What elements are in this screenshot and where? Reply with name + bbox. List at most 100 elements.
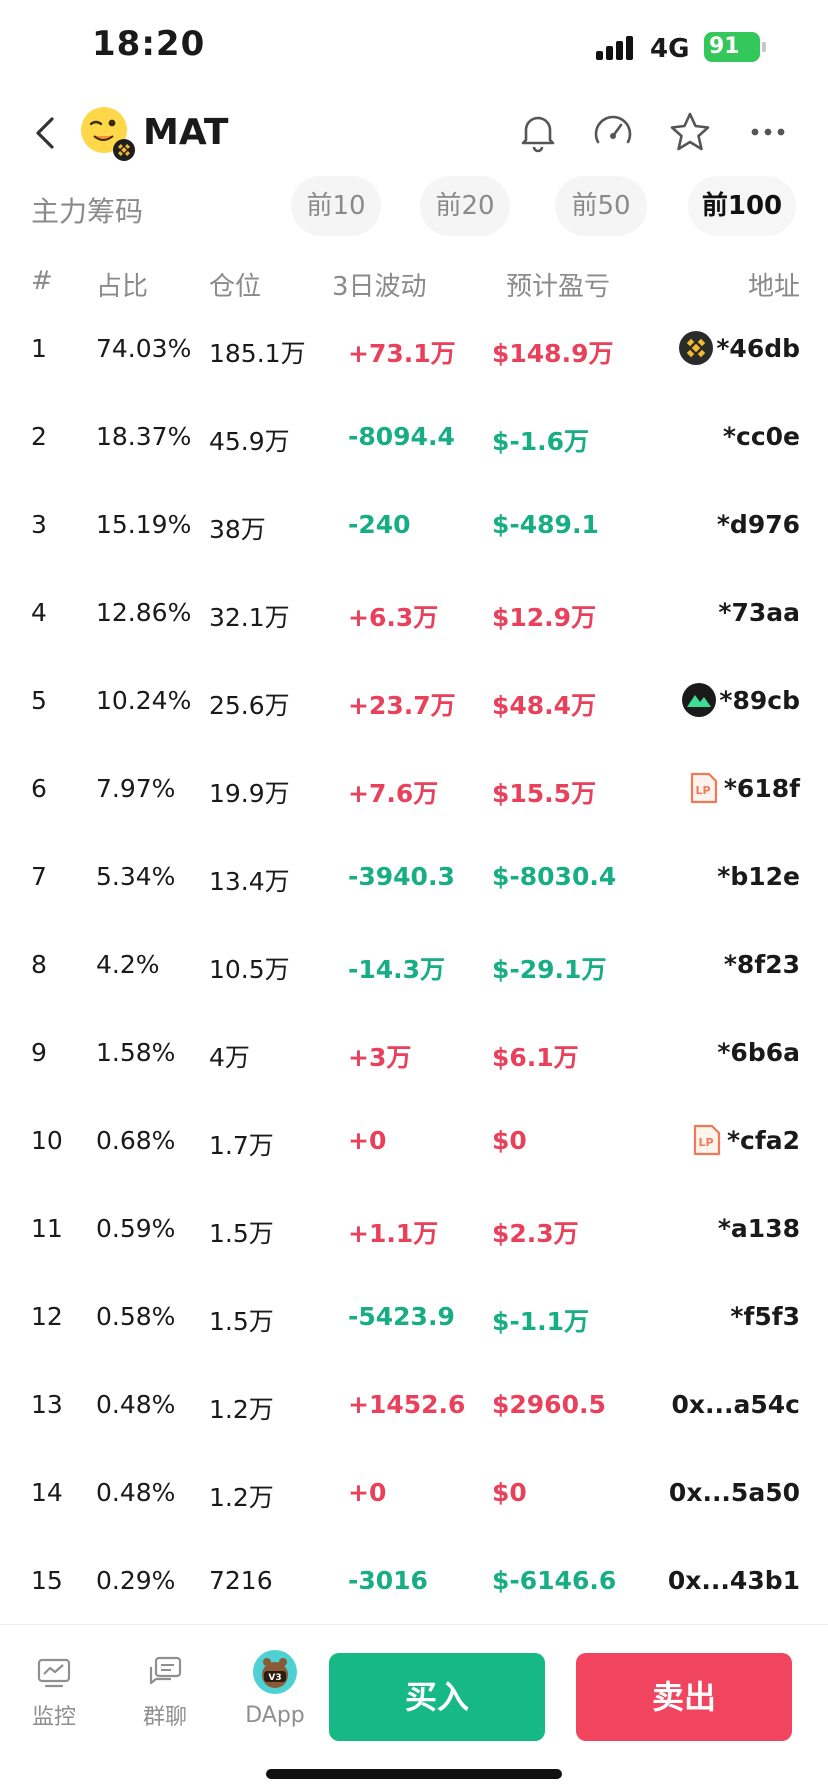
row-address[interactable]: 0x...a54c	[672, 1384, 801, 1424]
row-position: 1.7万	[209, 1131, 274, 1160]
table-row[interactable]: 15 0.29% 7216 -3016 $-6146.6 0x...43b1	[0, 1538, 828, 1626]
row-wave: +0	[348, 1126, 387, 1155]
row-position: 1.5万	[209, 1307, 274, 1336]
row-position: 13.4万	[209, 867, 290, 896]
row-share: 74.03%	[96, 334, 192, 363]
table-row[interactable]: 9 1.58% 4万 +3万 $6.1万 *6b6a	[0, 1010, 828, 1098]
row-pnl: $-1.1万	[492, 1307, 590, 1336]
row-address[interactable]: *cc0e	[723, 416, 800, 456]
buy-button[interactable]: 买入	[329, 1653, 545, 1741]
table-row[interactable]: 11 0.59% 1.5万 +1.1万 $2.3万 *a138	[0, 1186, 828, 1274]
row-wave: +1452.6	[348, 1390, 466, 1419]
row-share: 0.58%	[96, 1302, 176, 1331]
bottom-bar: 监控 群聊 V3 DApp 买入 卖出	[0, 1624, 828, 1792]
row-share: 18.37%	[96, 422, 192, 451]
row-share: 0.29%	[96, 1566, 176, 1595]
row-address[interactable]: 0x...43b1	[668, 1560, 800, 1600]
row-position: 7216	[209, 1566, 273, 1595]
binance-icon	[679, 331, 714, 365]
table-row[interactable]: 12 0.58% 1.5万 -5423.9 $-1.1万 *f5f3	[0, 1274, 828, 1362]
star-icon[interactable]	[666, 108, 714, 156]
row-address-text: *a138	[717, 1213, 800, 1243]
row-address-text: *8f23	[723, 949, 800, 979]
row-position: 185.1万	[209, 339, 306, 368]
row-share: 5.34%	[96, 862, 176, 891]
table-row[interactable]: 5 10.24% 25.6万 +23.7万 $48.4万 *89cb	[0, 658, 828, 746]
row-share: 10.24%	[96, 686, 192, 715]
row-index: 12	[31, 1302, 63, 1331]
table-row[interactable]: 8 4.2% 10.5万 -14.3万 $-29.1万 *8f23	[0, 922, 828, 1010]
row-wave: +6.3万	[348, 603, 439, 632]
header-wave[interactable]: 3日波动	[332, 272, 427, 302]
row-address[interactable]: *a138	[718, 1208, 800, 1248]
row-position: 38万	[209, 515, 266, 544]
row-address-text: *618f	[723, 773, 800, 803]
row-address-text: *d976	[716, 509, 800, 539]
signal-icon	[596, 34, 640, 60]
token-logo-icon	[81, 107, 135, 161]
row-index: 15	[31, 1566, 63, 1595]
row-position: 1.2万	[209, 1395, 274, 1424]
more-icon[interactable]	[744, 108, 792, 156]
row-address-text: *46db	[716, 333, 800, 363]
row-address[interactable]: *6b6a	[717, 1032, 800, 1072]
row-address[interactable]: 0x...5a50	[669, 1472, 800, 1512]
gauge-icon[interactable]	[589, 108, 637, 156]
row-address[interactable]: *73aa	[718, 592, 800, 632]
header-share[interactable]: 占比	[96, 272, 149, 302]
back-icon[interactable]	[26, 112, 66, 154]
table-row[interactable]: 6 7.97% 19.9万 +7.6万 $15.5万 LP *618f	[0, 746, 828, 834]
row-pnl: $0	[492, 1478, 527, 1507]
sell-button[interactable]: 卖出	[576, 1653, 792, 1741]
row-address[interactable]: *b12e	[717, 856, 800, 896]
row-index: 7	[31, 862, 47, 891]
table-row[interactable]: 1 74.03% 185.1万 +73.1万 $148.9万 *46db	[0, 306, 828, 394]
table-row[interactable]: 4 12.86% 32.1万 +6.3万 $12.9万 *73aa	[0, 570, 828, 658]
row-pnl: $148.9万	[492, 339, 614, 368]
row-index: 11	[31, 1214, 63, 1243]
header-pnl[interactable]: 预计盈亏	[506, 272, 611, 302]
range-tab-10[interactable]: 前10	[291, 176, 381, 236]
range-tab-50[interactable]: 前50	[555, 176, 647, 236]
row-wave: +23.7万	[348, 691, 456, 720]
row-pnl: $-29.1万	[492, 955, 607, 984]
row-address[interactable]: *89cb	[681, 680, 800, 720]
row-address-text: *cc0e	[722, 421, 800, 451]
nav-group-chat[interactable]: 群聊	[125, 1655, 205, 1731]
status-bar: 18:20 4G 91	[0, 0, 828, 100]
row-index: 2	[31, 422, 47, 451]
row-share: 0.48%	[96, 1390, 176, 1419]
table-row[interactable]: 14 0.48% 1.2万 +0 $0 0x...5a50	[0, 1450, 828, 1538]
row-address[interactable]: *d976	[717, 504, 800, 544]
section-label: 主力筹码	[31, 195, 144, 228]
row-share: 7.97%	[96, 774, 176, 803]
nav-monitor[interactable]: 监控	[14, 1655, 94, 1731]
header-address: 地址	[747, 272, 800, 302]
home-indicator	[266, 1769, 562, 1779]
row-wave: +3万	[348, 1043, 412, 1072]
row-index: 5	[31, 686, 47, 715]
table-row[interactable]: 13 0.48% 1.2万 +1452.6 $2960.5 0x...a54c	[0, 1362, 828, 1450]
table-header: # 占比 仓位 3日波动 预计盈亏 地址	[0, 258, 828, 302]
row-address-text: *73aa	[718, 597, 800, 627]
nav-dapp[interactable]: V3 DApp	[235, 1649, 315, 1728]
row-address[interactable]: LP *cfa2	[689, 1120, 800, 1160]
row-pnl: $0	[492, 1126, 527, 1155]
row-address[interactable]: *46db	[678, 328, 800, 368]
row-address[interactable]: LP *618f	[686, 768, 800, 808]
table-row[interactable]: 2 18.37% 45.9万 -8094.4 $-1.6万 *cc0e	[0, 394, 828, 482]
header-position[interactable]: 仓位	[209, 272, 262, 302]
row-index: 6	[31, 774, 47, 803]
table-row[interactable]: 7 5.34% 13.4万 -3940.3 $-8030.4 *b12e	[0, 834, 828, 922]
row-address-text: *f5f3	[730, 1301, 800, 1331]
row-index: 3	[31, 510, 47, 539]
dapp-icon: V3	[253, 1650, 297, 1694]
row-address[interactable]: *f5f3	[730, 1296, 800, 1336]
row-address[interactable]: *8f23	[724, 944, 800, 984]
range-tab-20[interactable]: 前20	[420, 176, 510, 236]
row-position: 4万	[209, 1043, 250, 1072]
bell-icon[interactable]	[514, 108, 562, 156]
range-tab-100[interactable]: 前100	[688, 176, 796, 236]
table-row[interactable]: 3 15.19% 38万 -240 $-489.1 *d976	[0, 482, 828, 570]
table-row[interactable]: 10 0.68% 1.7万 +0 $0 LP *cfa2	[0, 1098, 828, 1186]
